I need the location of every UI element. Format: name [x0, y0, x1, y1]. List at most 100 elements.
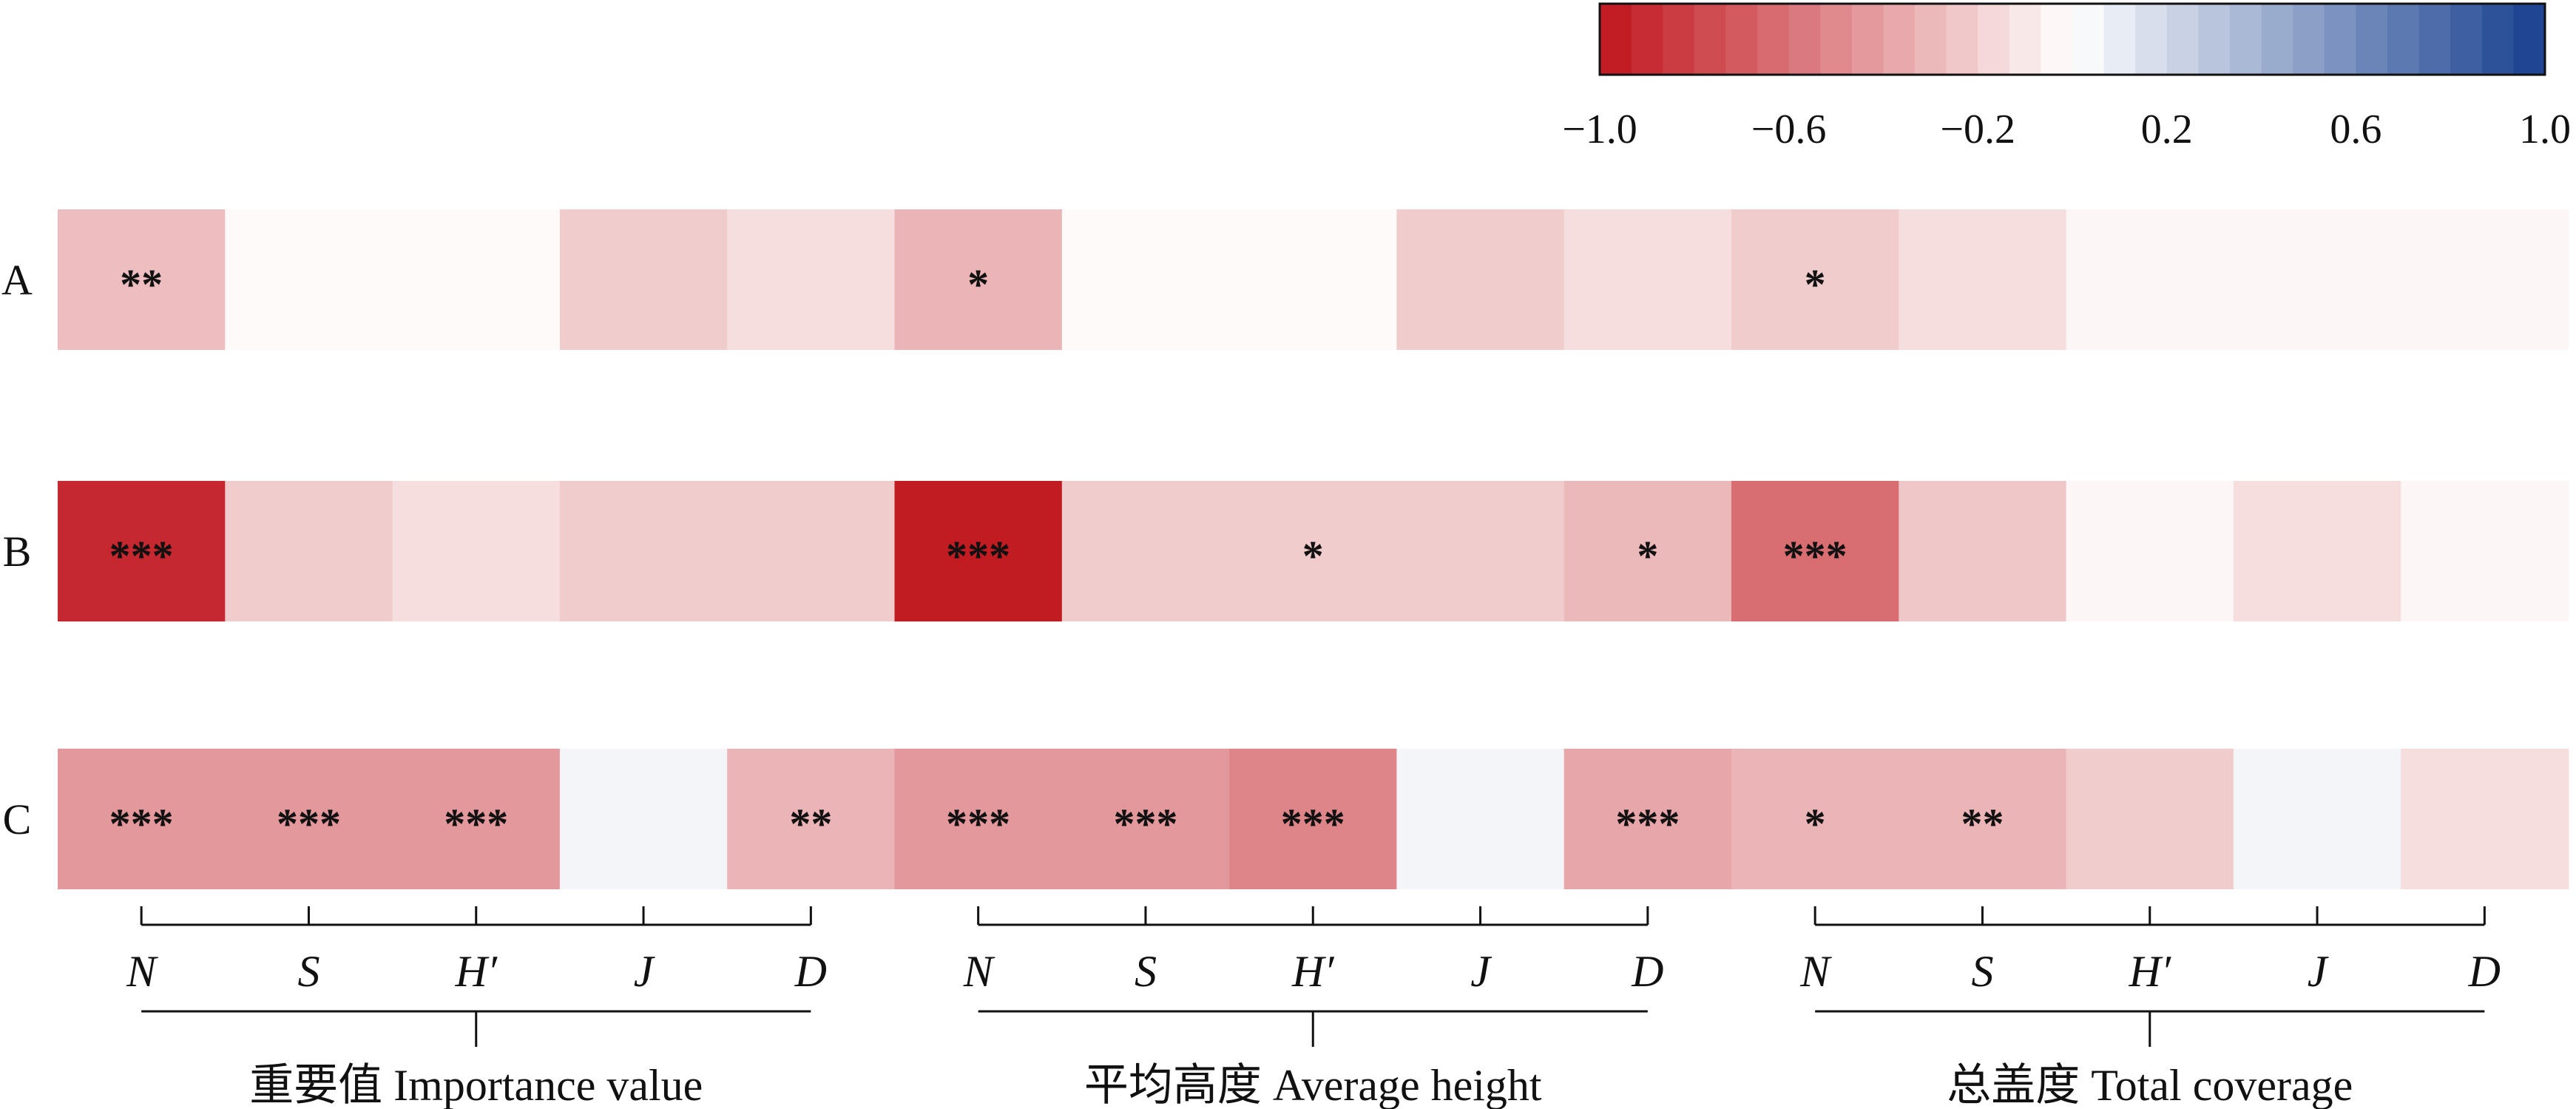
heatmap-cell — [58, 749, 226, 889]
colorbar-swatch — [2166, 4, 2199, 75]
colorbar-swatch — [1600, 4, 1632, 75]
row-label: C — [3, 795, 32, 843]
metric-label: N — [126, 947, 158, 996]
significance-label: ** — [1961, 800, 2004, 848]
heatmap-cell — [1731, 209, 1900, 350]
heatmap-cell — [2066, 209, 2234, 350]
heatmap-cell — [1563, 481, 1732, 621]
heatmap-cells — [58, 209, 2569, 889]
heatmap-cell — [1396, 209, 1565, 350]
metric-label: D — [794, 947, 827, 996]
heatmap-cell — [1229, 209, 1398, 350]
heatmap-cell — [1229, 749, 1398, 889]
significance-label: * — [1637, 532, 1658, 580]
significance-label: ** — [789, 800, 832, 848]
heatmap-cell — [894, 749, 1063, 889]
colorbar-swatch — [2418, 4, 2451, 75]
colorbar-swatch — [2103, 4, 2136, 75]
heatmap-cell — [559, 209, 728, 350]
heatmap-cell — [727, 749, 896, 889]
metric-label: D — [1631, 947, 1663, 996]
colorbar-swatch — [1757, 4, 1790, 75]
significance-label: *** — [1783, 532, 1848, 580]
heatmap-cell — [2233, 481, 2401, 621]
heatmap-cell — [1563, 209, 1732, 350]
colorbar-swatch — [1725, 4, 1758, 75]
metric-label: J — [634, 947, 655, 996]
colorbar-swatch — [2387, 4, 2420, 75]
colorbar: −1.0 −0.6 −0.2 0.2 0.6 1.0 — [1562, 2, 2571, 152]
heatmap-cell — [2401, 209, 2569, 350]
heatmap-cell — [559, 749, 728, 889]
metric-label: J — [1470, 947, 1492, 996]
heatmap-cell — [894, 481, 1063, 621]
colorbar-swatch — [2230, 4, 2262, 75]
heatmap-cell — [1899, 749, 2067, 889]
heatmap-cell — [1229, 481, 1398, 621]
heatmap-cell — [1061, 749, 1230, 889]
colorbar-swatch — [1978, 4, 2010, 75]
colorbar-swatch — [1883, 4, 1916, 75]
colorbar-swatch — [1851, 4, 1884, 75]
heatmap-cell — [894, 209, 1063, 350]
heatmap-cell — [1731, 481, 1900, 621]
heatmap-cell — [392, 481, 561, 621]
heatmap-cell — [1061, 209, 1230, 350]
significance-labels: ** * **** *** * * ****** *** *** ** *** *** *** *** * *… — [109, 260, 2004, 848]
heatmap-cell — [392, 749, 561, 889]
colorbar-swatch — [1820, 4, 1853, 75]
heatmap-cell — [2401, 481, 2569, 621]
colorbar-tick-label: −0.6 — [1751, 107, 1827, 152]
colorbar-swatch — [2481, 4, 2514, 75]
colorbar-swatch — [2450, 4, 2483, 75]
metric-label: H′ — [1291, 947, 1334, 996]
significance-label: * — [1805, 800, 1826, 848]
significance-label: * — [1302, 532, 1324, 580]
heatmap-cell — [559, 481, 728, 621]
metric-label: D — [2468, 947, 2501, 996]
group-label: 总盖度 Total coverage — [1947, 1061, 2353, 1109]
heatmap-cell — [2233, 749, 2401, 889]
heatmap-cell — [1899, 209, 2067, 350]
heatmap-cell — [58, 481, 226, 621]
heatmap-cell — [58, 209, 226, 350]
heatmap-cell — [1061, 481, 1230, 621]
row-label: A — [1, 256, 33, 304]
heatmap-cell — [225, 481, 393, 621]
metric-label: N — [963, 947, 995, 996]
significance-label: *** — [109, 532, 174, 580]
significance-label: * — [1805, 260, 1826, 309]
significance-label: *** — [1113, 800, 1177, 848]
colorbar-swatch — [1915, 4, 1947, 75]
heatmap-cell — [2066, 749, 2234, 889]
metric-label: H′ — [455, 947, 498, 996]
significance-label: *** — [946, 800, 1010, 848]
heatmap-cell — [2401, 749, 2569, 889]
colorbar-swatch — [1946, 4, 1978, 75]
colorbar-tick-label: 0.6 — [2330, 107, 2381, 152]
colorbar-swatch — [1788, 4, 1821, 75]
significance-label: *** — [1281, 800, 1345, 848]
colorbar-swatch — [2293, 4, 2325, 75]
metric-label: J — [2308, 947, 2329, 996]
heatmap-cell — [392, 209, 561, 350]
heatmap-cell — [1563, 749, 1732, 889]
colorbar-swatch — [2356, 4, 2388, 75]
row-label: B — [3, 527, 32, 576]
significance-label: *** — [946, 532, 1010, 580]
colorbar-swatch — [2041, 4, 2073, 75]
colorbar-tick-label: 1.0 — [2519, 107, 2571, 152]
colorbar-swatch — [2261, 4, 2293, 75]
colorbar-tick-label: −1.0 — [1562, 107, 1637, 152]
colorbar-border — [1598, 2, 2546, 76]
significance-label: *** — [109, 800, 174, 848]
significance-label: * — [967, 260, 989, 309]
heatmap-cell — [1899, 481, 2067, 621]
heatmap-cell — [1731, 749, 1900, 889]
significance-label: *** — [1615, 800, 1680, 848]
colorbar-swatch — [2198, 4, 2231, 75]
significance-label: *** — [444, 800, 508, 848]
group-label: 重要值 Importance value — [249, 1061, 703, 1109]
x-axis: N S H′ J D 重要值 Importance value N S H′ J D 平均高度 Ave… — [126, 906, 2501, 1109]
